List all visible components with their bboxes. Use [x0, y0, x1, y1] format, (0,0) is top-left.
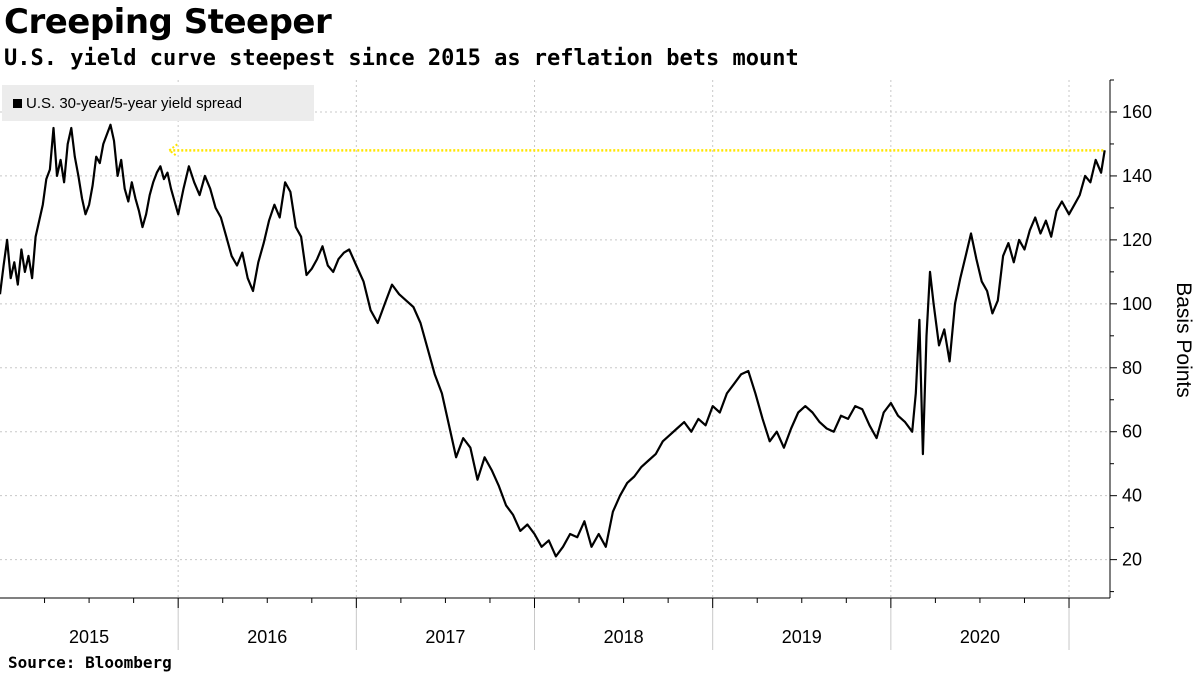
year-label: 2017	[425, 627, 465, 647]
y-tick-label: 60	[1122, 422, 1142, 442]
series-line	[0, 123, 1106, 558]
legend: U.S. 30-year/5-year yield spread	[2, 85, 314, 121]
year-label: 2016	[247, 627, 287, 647]
chart-subtitle: U.S. yield curve steepest since 2015 as …	[4, 46, 799, 71]
chart-title: Creeping Steeper	[4, 2, 332, 42]
y-tick-label: 100	[1122, 294, 1152, 314]
year-label: 2020	[960, 627, 1000, 647]
y-axis-label: Basis Points	[1172, 282, 1195, 398]
y-tick-label: 120	[1122, 230, 1152, 250]
grid-layer	[0, 80, 1110, 598]
series-layer	[0, 123, 1106, 558]
y-tick-label: 20	[1122, 550, 1142, 570]
y-tick-label: 160	[1122, 102, 1152, 122]
axis-layer: 20 40 60 80 100 120 140 160 2015 2016 2017 2018 2019…	[0, 79, 1152, 650]
y-tick-label: 80	[1122, 358, 1142, 378]
y-tick-label: 40	[1122, 486, 1142, 506]
source-note: Source: Bloomberg	[8, 653, 172, 672]
legend-swatch	[13, 98, 22, 108]
year-label: 2015	[69, 627, 109, 647]
year-label: 2019	[782, 627, 822, 647]
y-tick-label: 140	[1122, 166, 1152, 186]
reference-arrowhead	[167, 143, 178, 158]
reference-layer	[167, 143, 1105, 158]
year-label: 2018	[604, 627, 644, 647]
legend-label: U.S. 30-year/5-year yield spread	[26, 94, 242, 112]
